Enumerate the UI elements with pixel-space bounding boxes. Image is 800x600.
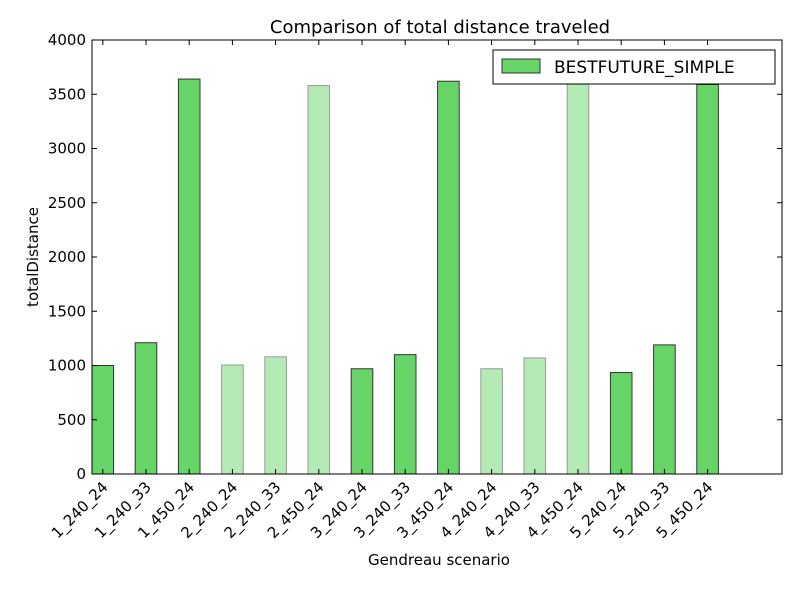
bar-5-240-24 — [609, 372, 633, 475]
y-tick-label: 0 — [76, 465, 86, 483]
bar-3-450-24 — [437, 80, 460, 475]
y-tick-label: 1500 — [48, 302, 86, 320]
y-tick-label: 4000 — [48, 31, 86, 49]
bar-4-240-24 — [480, 368, 503, 475]
bar-1-450-24 — [177, 78, 201, 475]
legend-swatch — [501, 58, 541, 74]
bar-5-240-33 — [653, 344, 676, 475]
plot-frame — [91, 39, 783, 475]
bar-4-450-24 — [566, 82, 590, 475]
bars-group — [91, 78, 719, 475]
chart-title: Comparison of total distance traveled — [270, 17, 610, 38]
bar-2-240-24 — [221, 364, 244, 475]
bar-2-240-33 — [264, 356, 287, 475]
bar-3-240-33 — [393, 354, 417, 475]
y-tick-label: 2500 — [48, 194, 86, 212]
y-axis: 0 500 1000 1500 2000 2500 3000 3500 4000 — [48, 31, 782, 483]
bar-2-450-24 — [307, 85, 331, 475]
y-axis-label: totalDistance — [24, 207, 42, 307]
y-tick-label: 1000 — [48, 357, 86, 375]
y-tick-label: 500 — [57, 411, 86, 429]
bar-1-240-33 — [134, 342, 158, 475]
y-tick-label: 3000 — [48, 140, 86, 158]
legend-label: BESTFUTURE_SIMPLE — [554, 58, 735, 78]
y-tick-label: 2000 — [48, 248, 86, 266]
bar-5-450-24 — [696, 83, 719, 475]
bar-4-240-33 — [523, 357, 547, 475]
y-tick-label: 3500 — [48, 85, 86, 103]
legend: BESTFUTURE_SIMPLE — [492, 49, 776, 85]
bar-3-240-24 — [350, 368, 374, 475]
x-axis-label: Gendreau scenario — [368, 551, 510, 569]
